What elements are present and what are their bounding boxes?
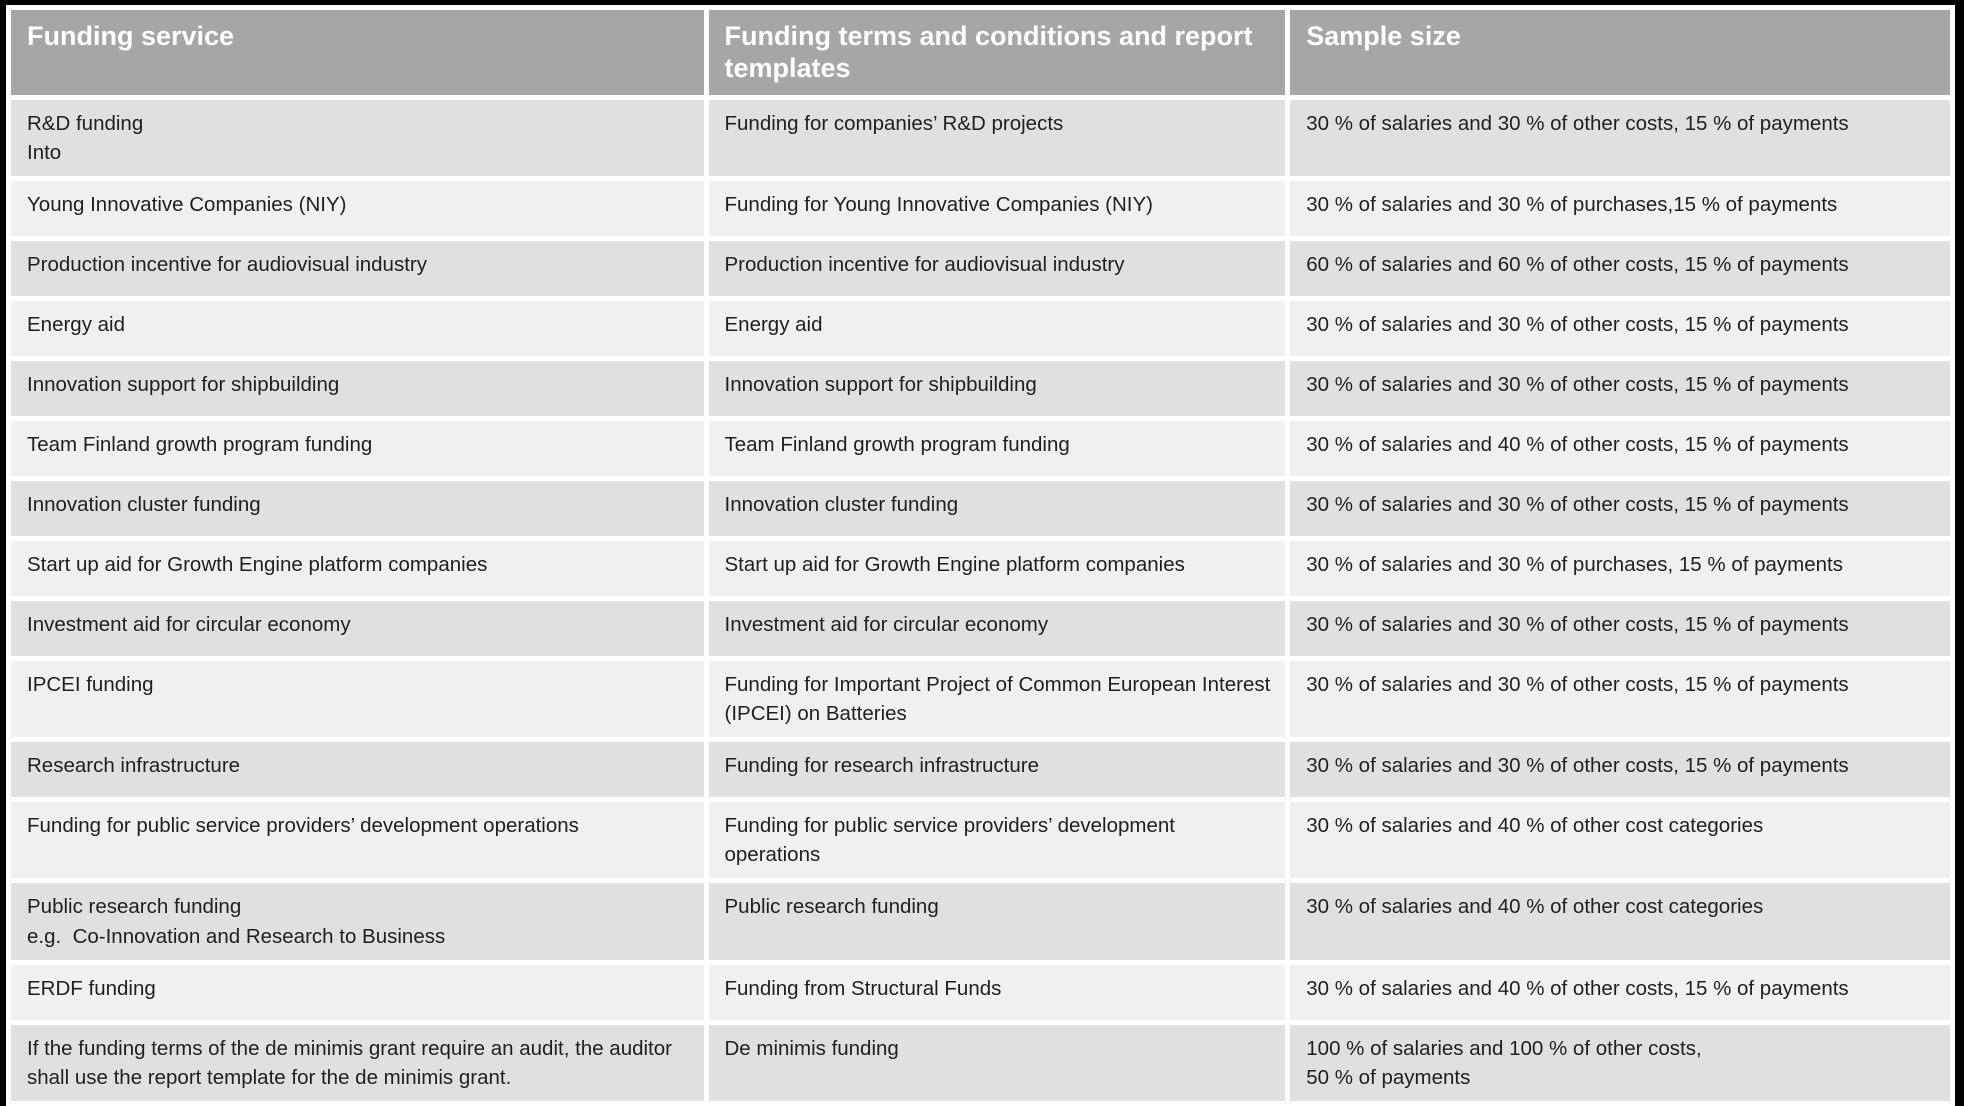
cell-funding-service: Production incentive for audiovisual ind… <box>11 241 704 296</box>
cell-sample-size: 30 % of salaries and 40 % of other costs… <box>1290 421 1950 476</box>
table-row: Investment aid for circular economy Inve… <box>11 601 1950 656</box>
column-header-funding-terms: Funding terms and conditions and report … <box>708 10 1286 95</box>
cell-sample-size: 30 % of salaries and 30 % of other costs… <box>1290 601 1950 656</box>
cell-funding-terms: Investment aid for circular economy <box>708 601 1286 656</box>
table-row: Innovation support for shipbuilding Inno… <box>11 361 1950 416</box>
cell-funding-terms: Funding from Structural Funds <box>708 964 1286 1020</box>
column-header-sample-size: Sample size <box>1290 10 1950 95</box>
cell-funding-service: Investment aid for circular economy <box>11 601 704 656</box>
table-header-row: Funding service Funding terms and condit… <box>11 10 1950 95</box>
cell-funding-service: R&D funding Into <box>11 99 704 176</box>
cell-sample-size: 30 % of salaries and 40 % of other cost … <box>1290 883 1950 960</box>
cell-funding-service: Innovation cluster funding <box>11 481 704 536</box>
table-row: IPCEI funding Funding for Important Proj… <box>11 661 1950 738</box>
cell-funding-service: IPCEI funding <box>11 661 704 738</box>
cell-sample-size: 30 % of salaries and 30 % of purchases,1… <box>1290 181 1950 236</box>
cell-funding-service: Research infrastructure <box>11 742 704 798</box>
table-row: R&D funding Into Funding for companies’ … <box>11 99 1950 176</box>
table-row: Production incentive for audiovisual ind… <box>11 241 1950 296</box>
cell-funding-service: Energy aid <box>11 301 704 356</box>
table-row: Young Innovative Companies (NIY) Funding… <box>11 181 1950 236</box>
funding-services-table: Funding service Funding terms and condit… <box>6 5 1955 1106</box>
cell-funding-terms: Start up aid for Growth Engine platform … <box>708 541 1286 596</box>
table-row: ERDF funding Funding from Structural Fun… <box>11 964 1950 1020</box>
cell-funding-terms: Energy aid <box>708 301 1286 356</box>
table-row: Research infrastructure Funding for rese… <box>11 742 1950 798</box>
table-row: Funding for public service providers’ de… <box>11 802 1950 879</box>
cell-sample-size: 100 % of salaries and 100 % of other cos… <box>1290 1024 1950 1101</box>
table-row: Team Finland growth program funding Team… <box>11 421 1950 476</box>
cell-funding-terms: Funding for companies’ R&D projects <box>708 99 1286 176</box>
cell-funding-terms: Innovation cluster funding <box>708 481 1286 536</box>
cell-sample-size: 30 % of salaries and 30 % of other costs… <box>1290 99 1950 176</box>
cell-funding-service: Public research funding e.g. Co-Innovati… <box>11 883 704 960</box>
cell-funding-terms: Funding for public service providers’ de… <box>708 802 1286 879</box>
cell-sample-size: 30 % of salaries and 40 % of other costs… <box>1290 964 1950 1020</box>
cell-sample-size: 60 % of salaries and 60 % of other costs… <box>1290 241 1950 296</box>
cell-sample-size: 30 % of salaries and 40 % of other cost … <box>1290 802 1950 879</box>
table-row: Public research funding e.g. Co-Innovati… <box>11 883 1950 960</box>
table-row: Innovation cluster funding Innovation cl… <box>11 481 1950 536</box>
cell-sample-size: 30 % of salaries and 30 % of other costs… <box>1290 661 1950 738</box>
cell-sample-size: 30 % of salaries and 30 % of purchases, … <box>1290 541 1950 596</box>
cell-funding-terms: Public research funding <box>708 883 1286 960</box>
cell-funding-service: Young Innovative Companies (NIY) <box>11 181 704 236</box>
cell-sample-size: 30 % of salaries and 30 % of other costs… <box>1290 481 1950 536</box>
cell-funding-terms: Funding for research infrastructure <box>708 742 1286 798</box>
cell-funding-service: Innovation support for shipbuilding <box>11 361 704 416</box>
cell-funding-terms: Team Finland growth program funding <box>708 421 1286 476</box>
table-row: If the funding terms of the de minimis g… <box>11 1024 1950 1101</box>
cell-funding-terms: Funding for Young Innovative Companies (… <box>708 181 1286 236</box>
column-header-funding-service: Funding service <box>11 10 704 95</box>
cell-sample-size: 30 % of salaries and 30 % of other costs… <box>1290 301 1950 356</box>
cell-sample-size: 30 % of salaries and 30 % of other costs… <box>1290 361 1950 416</box>
cell-funding-terms: Innovation support for shipbuilding <box>708 361 1286 416</box>
cell-funding-terms: Funding for Important Project of Common … <box>708 661 1286 738</box>
cell-funding-service: Start up aid for Growth Engine platform … <box>11 541 704 596</box>
table-row: Start up aid for Growth Engine platform … <box>11 541 1950 596</box>
cell-funding-service: Funding for public service providers’ de… <box>11 802 704 879</box>
cell-funding-terms: Production incentive for audiovisual ind… <box>708 241 1286 296</box>
cell-funding-service: Team Finland growth program funding <box>11 421 704 476</box>
table-row: Energy aid Energy aid 30 % of salaries a… <box>11 301 1950 356</box>
cell-funding-service: ERDF funding <box>11 964 704 1020</box>
cell-funding-terms: De minimis funding <box>708 1024 1286 1101</box>
cell-funding-service: If the funding terms of the de minimis g… <box>11 1024 704 1101</box>
cell-sample-size: 30 % of salaries and 30 % of other costs… <box>1290 742 1950 798</box>
